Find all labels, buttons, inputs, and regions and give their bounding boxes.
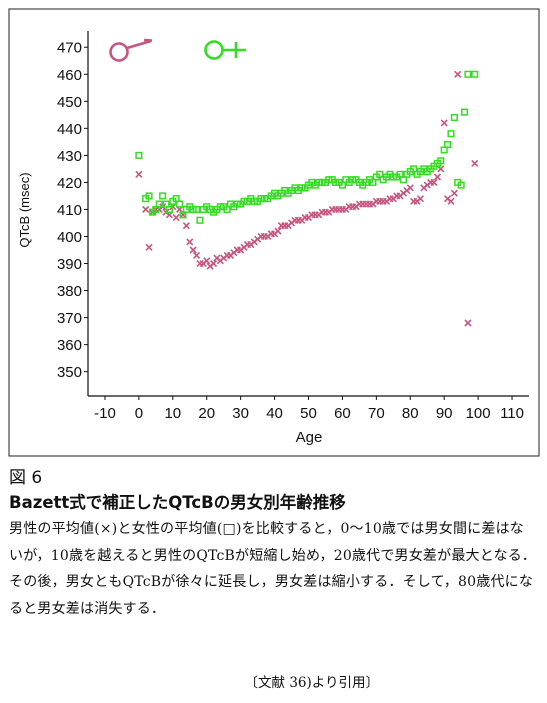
female-point	[437, 157, 445, 165]
male-point	[145, 243, 153, 251]
legend	[109, 38, 246, 62]
male-symbol	[109, 38, 153, 62]
y-tick-label: 350	[57, 364, 82, 381]
x-tick-label: 60	[334, 405, 351, 422]
x-tick-label: 90	[436, 405, 453, 422]
female-point	[450, 113, 458, 122]
figure-title: Bazett式で補正したQTcBの男女別年齢推移	[9, 493, 346, 512]
female-point	[176, 200, 184, 208]
data-marks	[135, 70, 479, 327]
y-tick-label: 370	[57, 310, 82, 327]
y-tick-label: 470	[57, 40, 82, 57]
figure-source: 〔文献 36)より引用〕	[244, 675, 379, 691]
female-point	[165, 205, 173, 213]
male-point	[471, 159, 479, 168]
x-tick-label: 20	[198, 405, 215, 422]
x-tick-label: 70	[368, 405, 385, 422]
female-point	[135, 151, 143, 159]
y-tick-label: 450	[57, 94, 82, 111]
male-point	[209, 259, 218, 268]
female-point	[457, 181, 465, 189]
x-tick-label: 80	[402, 405, 419, 422]
male-point	[430, 178, 438, 186]
x-tick-label: 50	[300, 405, 317, 422]
female-point	[460, 108, 469, 116]
y-tick-label: 440	[57, 121, 82, 138]
female-point	[196, 216, 204, 224]
x-tick-label: -10	[94, 405, 116, 422]
figure-label: 図 6	[9, 468, 43, 488]
male-point	[182, 222, 190, 230]
male-point	[142, 205, 150, 214]
y-tick-label: 390	[57, 256, 82, 273]
male-point	[433, 173, 441, 181]
female-point	[193, 205, 201, 213]
female-point	[145, 192, 153, 200]
female-point	[444, 141, 452, 149]
male-point	[192, 251, 201, 259]
female-point	[447, 130, 455, 138]
y-tick-label: 360	[57, 337, 82, 354]
male-point	[135, 170, 143, 178]
female-point	[464, 70, 472, 78]
male-point	[172, 213, 180, 222]
female-point	[155, 200, 163, 208]
male-point	[189, 246, 197, 254]
male-point	[464, 319, 472, 327]
x-axis-label: Age	[296, 429, 323, 446]
x-tick-label: 0	[135, 405, 143, 422]
qtcb-age-chart: QTcB (msec) Age 350360370380390400410420…	[8, 8, 540, 457]
y-axis-label: QTcB (msec)	[17, 172, 32, 247]
y-tick-label: 460	[57, 67, 82, 84]
male-point	[416, 195, 425, 203]
male-point	[274, 227, 282, 235]
female-point	[159, 192, 167, 200]
male-point	[406, 184, 414, 192]
axes: 350360370380390400410420430440450460470-…	[57, 31, 529, 422]
x-tick-label: 110	[500, 405, 524, 422]
x-tick-label: 30	[232, 405, 249, 422]
x-tick-label: 10	[164, 405, 181, 422]
male-point	[186, 238, 194, 246]
y-tick-label: 380	[57, 283, 82, 300]
male-point	[440, 119, 448, 127]
male-point	[450, 189, 458, 197]
y-tick-label: 430	[57, 148, 82, 165]
female-symbol	[204, 40, 246, 60]
y-tick-label: 400	[57, 229, 82, 246]
male-point	[447, 197, 455, 205]
y-tick-label: 420	[57, 175, 82, 192]
female-point	[471, 70, 479, 78]
x-tick-label: 40	[266, 405, 283, 422]
figure-description: 男性の平均値(×)と女性の平均値(□)を比較すると，0～10歳では男女間に差はな…	[9, 521, 537, 617]
x-tick-label: 100	[466, 405, 491, 422]
male-point	[203, 257, 211, 265]
male-point	[454, 70, 462, 78]
y-tick-label: 410	[57, 202, 82, 219]
